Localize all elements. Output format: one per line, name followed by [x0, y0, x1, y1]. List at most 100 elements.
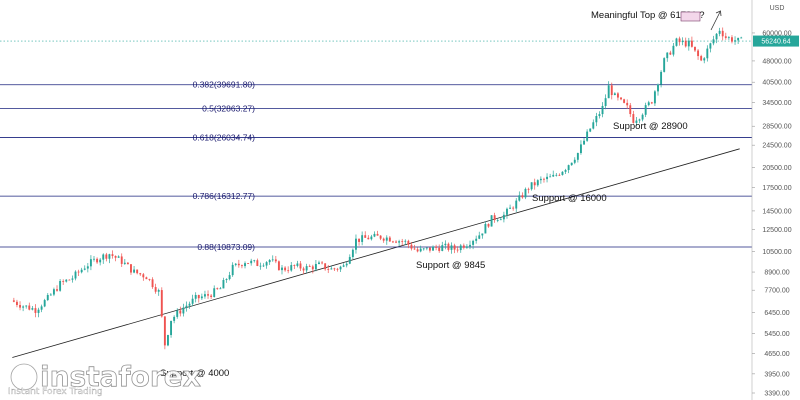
candle-body — [706, 48, 709, 59]
candle-body — [616, 93, 619, 98]
instaforex-watermark: instaforex Instant Forex Trading — [8, 360, 201, 398]
candle-body — [709, 43, 712, 49]
candle-body — [277, 261, 280, 271]
candle-body — [509, 207, 512, 209]
candle-body — [86, 266, 89, 269]
instaforex-logo-icon — [9, 362, 39, 392]
candle-body — [561, 171, 564, 175]
candle-body — [484, 224, 487, 234]
candle-body — [231, 264, 234, 276]
candle-body — [721, 30, 724, 37]
candle-body — [367, 237, 370, 240]
candle-body — [613, 93, 616, 96]
candle-body — [604, 98, 607, 106]
candle-body — [697, 50, 700, 57]
candle-body — [250, 260, 253, 264]
candle-body — [718, 30, 721, 34]
candle-body — [385, 237, 388, 241]
y-tick-label: 28500.00 — [762, 124, 791, 131]
candle-body — [450, 245, 453, 250]
annotation-support-4000: Support @ 4000 — [160, 368, 229, 379]
candle-body — [382, 238, 385, 241]
candle-body — [65, 279, 68, 282]
candle-body — [632, 114, 635, 123]
y-axis[interactable]: USD 60000.00 48000.00 40500.00 34500.00 28500… — [751, 0, 800, 400]
candle-body — [37, 309, 40, 313]
candle-body — [410, 244, 413, 249]
candle-body — [12, 300, 15, 302]
y-tick-label: 34500.00 — [762, 100, 791, 107]
candle-body — [583, 140, 585, 145]
candle-body — [290, 265, 293, 271]
candle-body — [388, 237, 391, 242]
candle-body — [657, 84, 659, 92]
candle-body — [536, 180, 539, 186]
candle-body — [647, 102, 650, 106]
candle-body — [669, 52, 672, 55]
candle-body — [635, 120, 638, 123]
candle-body — [361, 235, 364, 242]
candle-body — [490, 215, 493, 227]
candle-body — [139, 273, 142, 275]
candle-body — [253, 260, 256, 262]
candle-body — [462, 245, 465, 248]
candle-body — [441, 245, 444, 251]
candle-body — [435, 246, 438, 248]
candle-body — [629, 105, 632, 115]
candle-body — [419, 248, 422, 252]
target-box — [680, 11, 701, 22]
candle-body — [663, 58, 666, 72]
candle-body — [293, 265, 296, 266]
candle-body — [595, 116, 598, 123]
candle-body — [333, 268, 336, 270]
candle-body — [49, 294, 52, 296]
arrow-head-icon — [715, 10, 722, 17]
candle-body — [203, 294, 206, 297]
candle-body — [188, 303, 191, 306]
candle-body — [734, 40, 737, 42]
y-tick-label: 24500.00 — [762, 143, 791, 150]
candle-body — [19, 305, 21, 308]
candle-body — [133, 269, 136, 273]
last-price-label: 56240.64 — [761, 39, 790, 46]
y-tick-label: 40500.00 — [762, 80, 791, 87]
candle-body — [237, 263, 240, 266]
candle-body — [487, 224, 490, 227]
y-tick-label: 4650.00 — [764, 351, 789, 358]
candle-body — [330, 268, 333, 270]
candle-body — [173, 316, 176, 321]
candle-body — [62, 281, 65, 282]
candle-body — [182, 307, 185, 314]
candle-body — [281, 267, 283, 271]
candle-body — [170, 320, 173, 336]
candle-body — [274, 259, 277, 262]
candle-body — [74, 271, 77, 279]
trendline-group — [0, 40, 752, 358]
candle-body — [339, 266, 342, 270]
candle-body — [197, 294, 200, 299]
y-tick-label: 10500.00 — [762, 249, 791, 256]
candle-body — [666, 52, 669, 59]
candle-body — [527, 188, 530, 190]
candle-body — [259, 265, 262, 267]
candle-body — [111, 254, 114, 256]
candle-body — [28, 305, 31, 310]
candle-body — [373, 233, 376, 237]
y-tick-label: 17500.00 — [762, 185, 791, 192]
candle-body — [404, 240, 407, 242]
candle-body — [305, 266, 308, 271]
candle-body — [299, 263, 302, 269]
candle-body — [579, 144, 582, 154]
y-tick-label: 6450.00 — [764, 310, 789, 317]
candle-body — [123, 262, 126, 264]
candle-body — [395, 241, 397, 243]
last-price-tag — [753, 35, 799, 47]
candle-body — [318, 262, 320, 264]
y-axis-panel[interactable] — [752, 0, 800, 400]
candle-body — [641, 114, 644, 120]
candle-body — [102, 254, 105, 260]
candle-body — [712, 39, 715, 44]
candle-body — [46, 295, 49, 301]
watermark-tagline: Instant Forex Trading — [8, 387, 103, 397]
